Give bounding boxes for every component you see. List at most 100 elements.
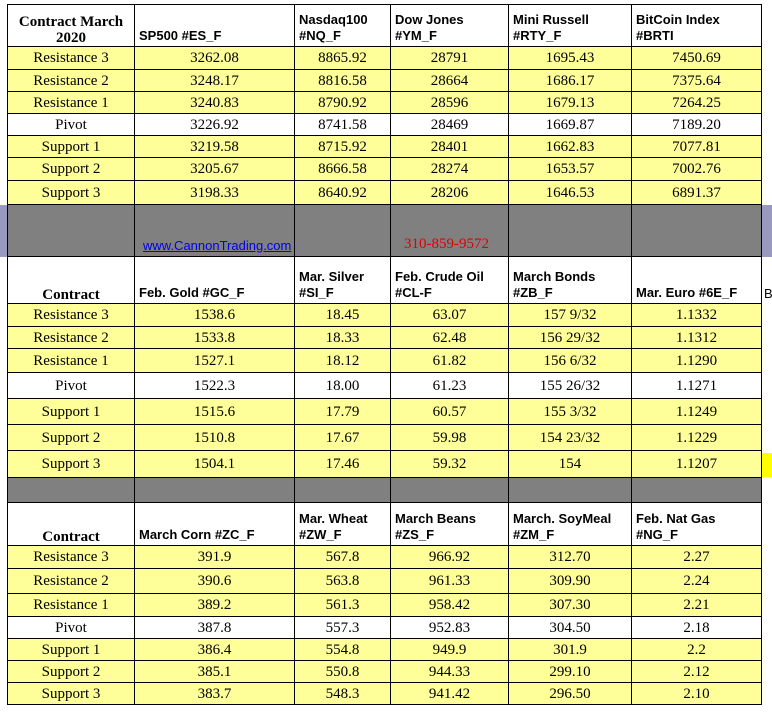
value-cell: 157 9/32 [508,303,632,327]
band-edge [762,205,772,257]
value-cell: 6891.37 [631,180,762,205]
value-cell: 567.8 [294,545,391,569]
value-cell: 1695.43 [508,46,632,70]
value-cell: 1504.1 [134,450,295,478]
value-cell: 390.6 [134,568,295,594]
value-cell: 28664 [390,69,509,92]
header-cell: Nasdaq100 #NQ_F [294,4,391,47]
value-cell: 8715.92 [294,135,391,158]
header-cell: March Corn #ZC_F [134,502,295,546]
value-cell: 18.45 [294,303,391,327]
value-cell: 28401 [390,135,509,158]
cell-border [631,205,632,257]
value-cell: 1.1332 [631,303,762,327]
value-cell: 7450.69 [631,46,762,70]
value-cell: 301.9 [508,638,632,661]
value-cell: 312.70 [508,545,632,569]
header-cell: BitCoin Index #BRTI [631,4,762,47]
value-cell: 18.12 [294,348,391,373]
value-cell: 1653.57 [508,157,632,181]
value-cell: 17.79 [294,398,391,425]
value-cell: 60.57 [390,398,509,425]
value-cell: 2.18 [631,616,762,639]
value-cell: 8816.58 [294,69,391,92]
level-label: Pivot [7,372,135,399]
value-cell: 2.12 [631,660,762,683]
value-cell: 8790.92 [294,91,391,114]
value-cell: 18.00 [294,372,391,399]
value-cell: 2.21 [631,593,762,617]
value-cell: 1646.53 [508,180,632,205]
value-cell: 958.42 [390,593,509,617]
value-cell: 299.10 [508,660,632,683]
phone: 310-859-9572 [404,236,489,252]
level-label: Resistance 3 [7,545,135,569]
cell-border [134,478,135,503]
side-text: B [764,286,772,301]
value-cell: 3219.58 [134,135,295,158]
value-cell: 59.32 [390,450,509,478]
value-cell: 961.33 [390,568,509,594]
value-cell: 3262.08 [134,46,295,70]
cell-border [761,478,762,503]
value-cell: 1515.6 [134,398,295,425]
value-cell: 1.1290 [631,348,762,373]
level-label: Resistance 1 [7,348,135,373]
level-label: Support 3 [7,682,135,705]
separator-band [8,205,762,257]
value-cell: 304.50 [508,616,632,639]
level-label: Resistance 1 [7,593,135,617]
value-cell: 17.46 [294,450,391,478]
cell-border [134,205,135,257]
value-cell: 1527.1 [134,348,295,373]
value-cell: 18.33 [294,326,391,349]
cell-border [508,478,509,503]
level-label: Resistance 3 [7,46,135,70]
header-cell: March Beans #ZS_F [390,502,509,546]
value-cell: 7189.20 [631,113,762,136]
value-cell: 7077.81 [631,135,762,158]
header-cell: Feb. Crude Oil #CL-F [390,256,509,304]
value-cell: 1.1271 [631,372,762,399]
value-cell: 966.92 [390,545,509,569]
value-cell: 1.1207 [631,450,762,478]
value-cell: 17.67 [294,424,391,451]
value-cell: 385.1 [134,660,295,683]
header-cell: SP500 #ES_F [134,4,295,47]
value-cell: 309.90 [508,568,632,594]
value-cell: 61.23 [390,372,509,399]
value-cell: 7264.25 [631,91,762,114]
value-cell: 949.9 [390,638,509,661]
value-cell: 944.33 [390,660,509,683]
website-link[interactable]: www.CannonTrading.com [143,238,292,253]
value-cell: 3226.92 [134,113,295,136]
value-cell: 63.07 [390,303,509,327]
value-cell: 8741.58 [294,113,391,136]
value-cell: 386.4 [134,638,295,661]
value-cell: 389.2 [134,593,295,617]
level-label: Pivot [7,113,135,136]
level-label: Support 2 [7,424,135,451]
value-cell: 156 6/32 [508,348,632,373]
value-cell: 8640.92 [294,180,391,205]
level-label: Support 2 [7,660,135,683]
value-cell: 1522.3 [134,372,295,399]
value-cell: 8666.58 [294,157,391,181]
header-cell: Feb. Nat Gas #NG_F [631,502,762,546]
header-cell: Mar. Euro #6E_F [631,256,762,304]
value-cell: 1669.87 [508,113,632,136]
header-cell: Contract March 2020 [7,4,135,47]
value-cell: 154 23/32 [508,424,632,451]
level-label: Resistance 2 [7,69,135,92]
cell-edge [762,453,772,477]
value-cell: 3240.83 [134,91,295,114]
value-cell: 1.1249 [631,398,762,425]
header-cell: March Bonds #ZB_F [508,256,632,304]
value-cell: 8865.92 [294,46,391,70]
header-cell: Mini Russell #RTY_F [508,4,632,47]
cell-border [294,478,295,503]
value-cell: 156 29/32 [508,326,632,349]
separator-band [8,478,762,503]
cell-border [7,478,8,503]
value-cell: 155 26/32 [508,372,632,399]
